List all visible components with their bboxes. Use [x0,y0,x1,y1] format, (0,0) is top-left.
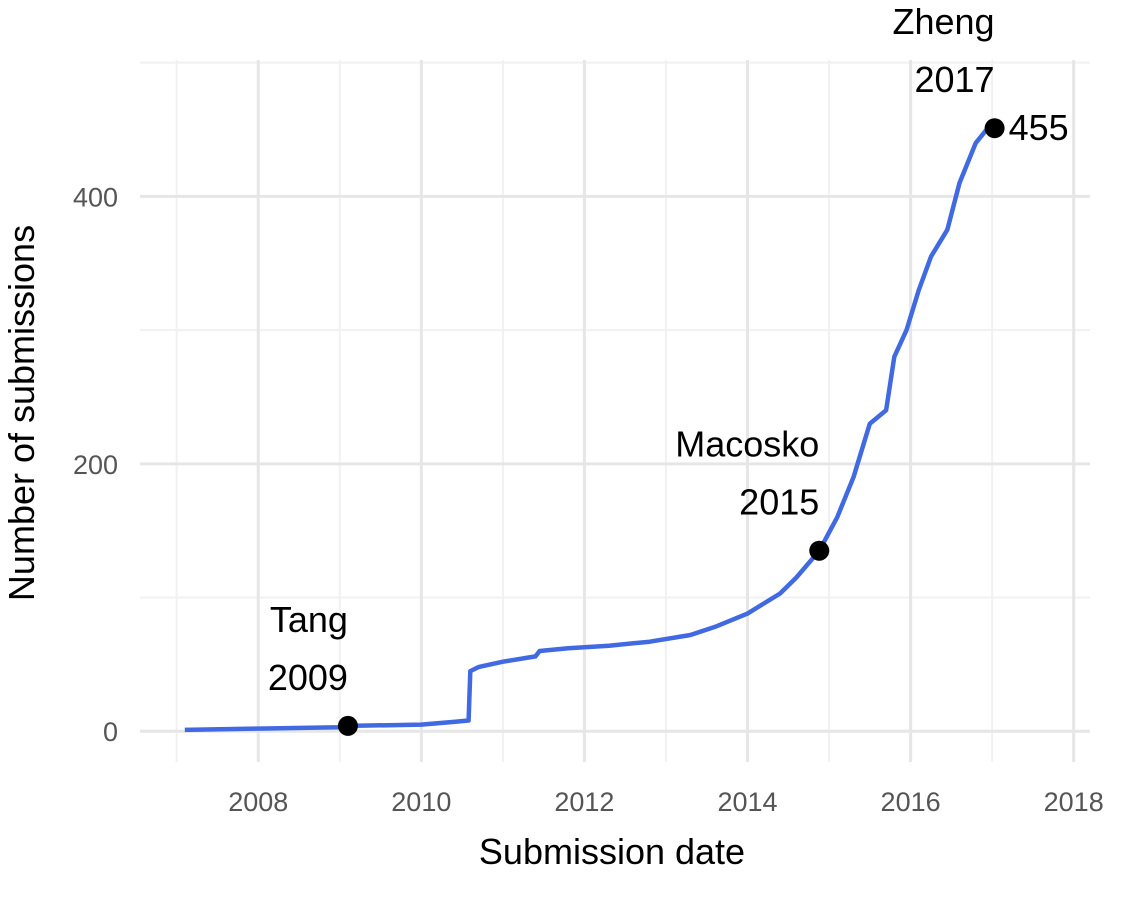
annotation-label: 2009 [268,657,348,698]
x-tick-label: 2012 [554,787,614,817]
x-tick-label: 2018 [1044,787,1104,817]
series-line [184,121,994,733]
x-tick-label: 2008 [228,787,288,817]
y-tick-label: 400 [73,182,118,212]
y-axis-title: Number of submissions [1,225,42,601]
x-axis-title: Submission date [479,831,745,872]
annotation-label: Zheng [893,1,995,42]
x-tick-label: 2010 [391,787,451,817]
x-axis-ticks: 2008 2010 2012 2014 2016 2018 [228,787,1104,817]
annotation-point [984,118,1005,139]
y-tick-label: 0 [103,717,118,747]
annotation-point [337,715,358,736]
y-axis-ticks: 0 200 400 [73,182,118,747]
annotation-label: Tang [270,599,348,640]
annotation-label: 2015 [739,482,819,523]
x-tick-label: 2016 [881,787,941,817]
annotation-label: Macosko [675,424,819,465]
annotation-labels: Tang 2009 Macosko 2015 Zheng 2017 455 [268,1,1069,698]
grid [140,60,1090,762]
annotation-label: 2017 [914,59,994,100]
value-label: 455 [1009,107,1069,148]
annotation-point [809,540,830,561]
annotation-points [337,118,1005,736]
x-tick-label: 2014 [717,787,777,817]
series-line-layer [184,121,994,733]
y-tick-label: 200 [73,450,118,480]
